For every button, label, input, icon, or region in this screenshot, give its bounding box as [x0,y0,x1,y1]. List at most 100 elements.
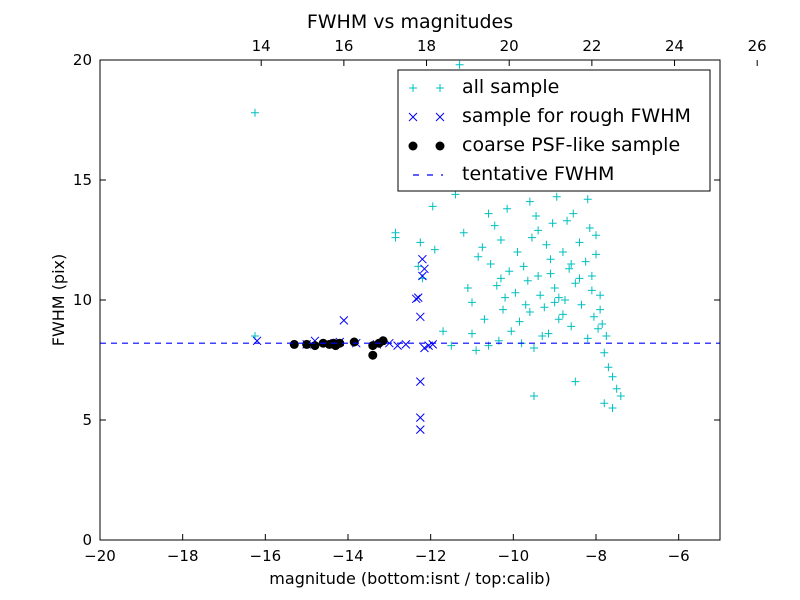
all-sample-point [600,399,609,408]
rough-sample-point [401,340,411,349]
all-sample-point [575,238,584,247]
all-sample-point [577,300,586,309]
top-x-tick-label: 14 [252,37,271,55]
all-sample-point [513,248,522,256]
all-sample-point [596,305,605,314]
all-sample-point [544,329,553,338]
all-sample-point [414,262,423,271]
all-sample-point [505,267,514,276]
all-sample-point [251,108,259,117]
all-sample-point [451,190,460,199]
all-sample-point [589,312,598,321]
all-sample-point [583,195,592,204]
y-tick-label: 20 [73,51,92,69]
y-tick-label: 5 [82,411,92,429]
all-sample-point [459,228,468,237]
all-sample-point [503,204,512,213]
rough-sample-point [415,413,425,422]
all-sample-point [416,238,425,247]
all-sample-point [391,233,400,242]
top-x-tick-label: 22 [582,37,601,55]
rough-sample-point [418,271,427,281]
y-tick-label: 0 [82,531,92,549]
x-tick-label: −16 [250,547,282,565]
all-sample-point [554,293,563,302]
chart-title: FWHM vs magnitudes [307,11,513,33]
all-sample-point [575,274,584,283]
all-sample-point [600,348,609,357]
all-sample-point [530,392,538,400]
all-sample-point [523,276,532,285]
all-sample-point [585,224,594,232]
top-x-tick-label: 24 [665,37,684,55]
all-sample-point [561,296,569,304]
all-sample-point [468,298,476,307]
legend-label-coarse-sample: coarse PSF-like sample [462,134,680,156]
top-x-tick-label: 16 [334,37,353,55]
all-sample-point [527,233,536,242]
all-sample-point [507,327,516,336]
all-sample-point [478,243,487,252]
all-sample-point [552,192,561,201]
rough-sample-point [411,294,421,304]
all-sample-point [612,384,621,393]
coarse-sample-point [378,336,388,346]
all-sample-point [587,272,596,280]
coarse-sample-point [302,339,312,349]
all-sample-point [474,252,483,261]
rough-sample-point [415,425,425,434]
top-x-tick-label: 18 [417,37,436,55]
all-sample-point [496,236,505,244]
all-sample-point [463,284,472,292]
rough-sample-point [418,254,427,264]
rough-sample-point [339,316,349,325]
all-sample-point [565,264,574,273]
all-sample-point [430,245,439,254]
all-sample-point [499,305,507,314]
all-sample-point [558,310,567,319]
coarse-sample-point [289,339,299,349]
all-sample-point [515,317,524,326]
all-sample-point [490,221,499,230]
all-sample-point [439,327,448,336]
all-sample-point [604,363,613,372]
all-sample-point [501,293,510,302]
x-axis-title: magnitude (bottom:isnt / top:calib) [269,569,550,588]
rough-sample-point [413,293,423,302]
all-sample-point [534,272,543,280]
all-sample-point [550,298,559,307]
legend: all sample sample for rough FWHM coarse … [397,69,711,192]
all-sample-point [492,281,501,290]
rough-sample-point [420,264,429,274]
all-sample-point [616,392,625,400]
all-sample-point [455,60,464,69]
x-tick-label: −6 [668,547,690,565]
all-sample-point [592,250,600,259]
y-axis-title: FWHM (pix) [49,254,68,347]
all-sample-point [525,197,534,206]
top-x-tick-label: 26 [748,37,767,55]
legend-marker [436,84,444,92]
all-sample-point [532,212,541,220]
all-sample-point [563,216,572,225]
all-sample-point [484,209,493,218]
legend-label-rough-sample: sample for rough FWHM [462,105,691,127]
all-sample-point [525,308,534,316]
all-sample-point [567,322,576,331]
all-sample-point [571,377,580,386]
legend-marker [435,112,445,122]
coarse-sample-point [310,341,320,351]
x-tick-label: −12 [415,547,447,565]
all-sample-point [583,334,592,343]
all-sample-point [511,288,520,297]
legend-box [397,69,711,192]
y-tick-label: 15 [73,171,92,189]
legend-marker [408,141,418,151]
all-sample-point [521,300,530,309]
all-sample-point [546,255,555,264]
coarse-sample-point [335,338,345,348]
all-sample-point [554,315,563,324]
all-sample-point [530,344,538,352]
all-sample-point [571,279,580,288]
